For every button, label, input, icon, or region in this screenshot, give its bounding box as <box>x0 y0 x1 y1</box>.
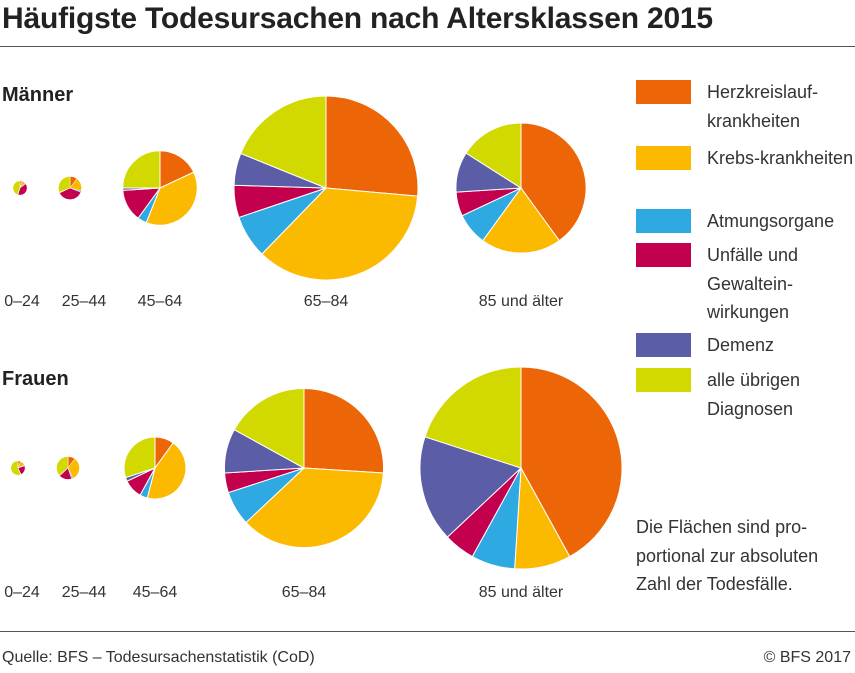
pie-slice-maenner-85-und-aelter-krebs <box>482 187 560 254</box>
legend-label-herz: Herzkreislauf-krankheiten <box>707 82 819 131</box>
pie-slice-maenner-65-84-uebrige <box>240 95 327 189</box>
legend-label-krebs: Krebs-krankheiten <box>707 148 854 168</box>
pie-slice-maenner-0-24-uebrige <box>12 180 21 195</box>
title-divider <box>0 46 855 47</box>
legend-label-demenz: Demenz <box>707 335 775 355</box>
age-label-frauen-65-84: 65–84 <box>282 584 327 601</box>
legend-swatch-unfall <box>636 243 691 267</box>
copyright-text: © BFS 2017 <box>763 649 851 666</box>
pie-slice-maenner-85-und-aelter-uebrige <box>465 122 522 189</box>
pie-slice-maenner-0-24-unfall <box>17 183 28 196</box>
pie-slice-maenner-85-und-aelter-herz <box>520 122 587 242</box>
legend-swatch-herz <box>636 80 691 104</box>
age-label-maenner-25-44: 25–44 <box>62 293 107 310</box>
pie-slice-frauen-85-und-aelter-uebrige <box>424 366 522 469</box>
age-label-frauen-0-24: 0–24 <box>4 584 40 601</box>
legend-label-atmung: Atmungsorgane <box>707 211 835 231</box>
footer-divider <box>0 631 855 632</box>
age-label-frauen-25-44: 25–44 <box>62 584 107 601</box>
age-label-maenner-85-und-aelter: 85 und älter <box>479 293 564 310</box>
source-text: Quelle: BFS – Todesursachenstatistik (Co… <box>2 649 315 666</box>
pie-slice-frauen-25-44-krebs <box>67 458 80 479</box>
pie-slice-frauen-65-84-herz <box>303 387 384 474</box>
pie-slice-maenner-45-64-krebs <box>145 171 198 226</box>
pie-slice-frauen-45-64-krebs <box>146 442 187 500</box>
pie-slice-frauen-65-84-uebrige <box>233 387 305 469</box>
pie-slice-frauen-65-84-krebs <box>245 467 384 549</box>
age-label-maenner-65-84: 65–84 <box>304 293 349 310</box>
age-label-frauen-85-und-aelter: 85 und älter <box>479 584 564 601</box>
pie-slice-frauen-45-64-uebrige <box>123 436 156 479</box>
legend-swatch-atmung <box>636 209 691 233</box>
pie-slice-frauen-85-und-aelter-demenz <box>419 436 522 538</box>
area-note: Die Flächen sind pro-portional zur absol… <box>636 517 819 594</box>
legend-label-unfall: Unfälle und Gewaltein-wirkungen <box>707 245 799 322</box>
age-label-frauen-45-64: 45–64 <box>133 584 178 601</box>
pie-slice-maenner-45-64-uebrige <box>122 150 161 189</box>
pie-slice-maenner-45-64-herz <box>159 150 195 189</box>
pie-slice-frauen-85-und-aelter-herz <box>520 366 623 558</box>
legend-swatch-uebrige <box>636 368 691 392</box>
pie-slice-maenner-65-84-herz <box>325 95 419 197</box>
age-label-maenner-0-24: 0–24 <box>4 293 40 310</box>
legend-label-uebrige: alle übrigen Diagnosen <box>707 370 801 419</box>
group-label-frauen: Frauen <box>2 368 69 390</box>
pie-slice-frauen-0-24-uebrige <box>10 460 21 476</box>
legend-swatch-demenz <box>636 333 691 357</box>
pie-slice-maenner-25-44-uebrige <box>58 176 71 193</box>
group-label-maenner: Männer <box>2 84 74 106</box>
pie-slice-maenner-65-84-krebs <box>261 187 419 281</box>
pie-slice-frauen-25-44-uebrige <box>56 456 69 476</box>
age-label-maenner-45-64: 45–64 <box>138 293 183 310</box>
pie-slice-maenner-25-44-unfall <box>59 187 82 200</box>
chart-title: Häufigste Todesursachen nach Altersklass… <box>2 2 713 35</box>
legend-swatch-krebs <box>636 146 691 170</box>
